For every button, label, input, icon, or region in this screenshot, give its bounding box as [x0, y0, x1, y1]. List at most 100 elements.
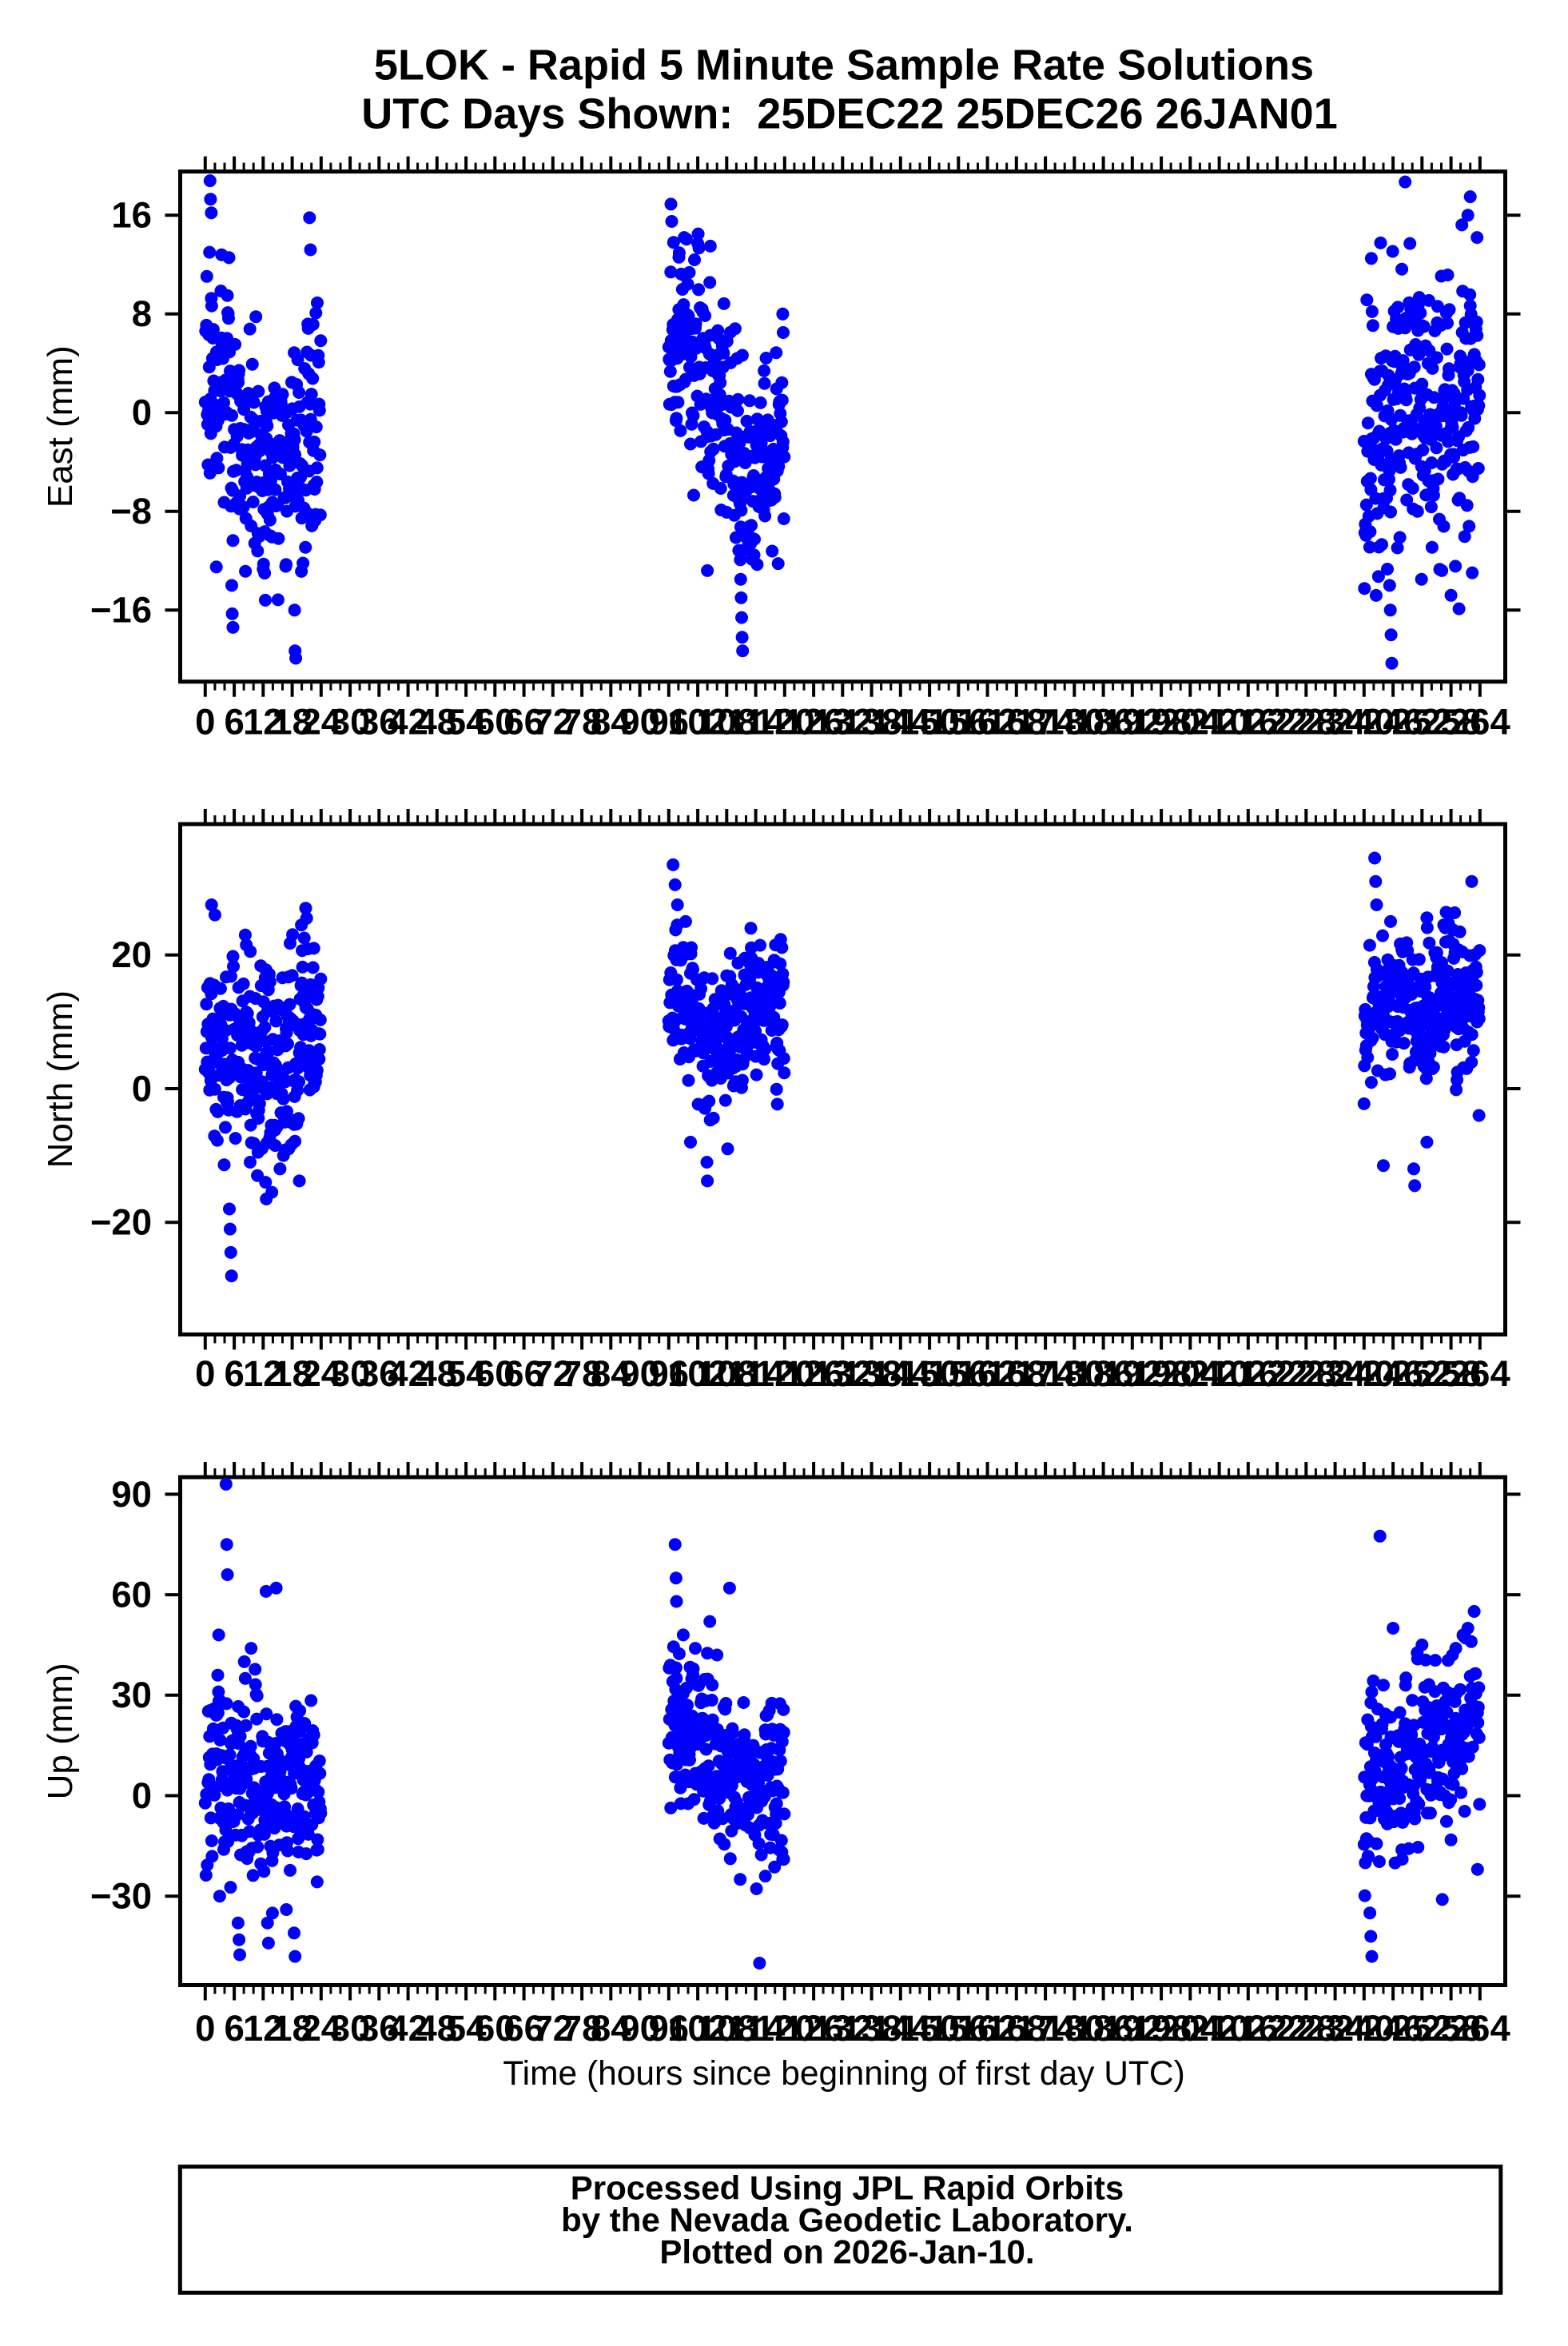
svg-text:0: 0 — [195, 1353, 215, 1394]
svg-text:114: 114 — [726, 1353, 786, 1394]
svg-text:192: 192 — [1102, 2008, 1163, 2049]
svg-text:198: 198 — [1131, 1353, 1192, 1394]
svg-text:144: 144 — [870, 2008, 932, 2049]
svg-text:6: 6 — [224, 2008, 244, 2049]
svg-text:138: 138 — [842, 1353, 902, 1394]
svg-text:120: 120 — [754, 1353, 815, 1394]
svg-text:180: 180 — [1044, 1353, 1104, 1394]
svg-text:222: 222 — [1247, 1353, 1307, 1394]
svg-text:12: 12 — [243, 1353, 284, 1394]
svg-text:246: 246 — [1363, 701, 1423, 742]
svg-text:216: 216 — [1218, 1353, 1279, 1394]
svg-text:60: 60 — [475, 1353, 515, 1394]
svg-text:54: 54 — [446, 701, 487, 742]
svg-text:216: 216 — [1218, 2008, 1279, 2049]
svg-text:0: 0 — [195, 2008, 215, 2049]
svg-text:Processed Using JPL Rapid Orbi: Processed Using JPL Rapid Orbits — [571, 2169, 1124, 2207]
svg-text:90: 90 — [619, 701, 660, 742]
svg-text:Up (mm): Up (mm) — [41, 1663, 80, 1799]
svg-text:144: 144 — [870, 701, 932, 742]
svg-text:96: 96 — [648, 701, 689, 742]
svg-text:18: 18 — [272, 701, 312, 742]
svg-text:138: 138 — [842, 701, 902, 742]
svg-text:East (mm): East (mm) — [41, 345, 80, 508]
svg-text:0: 0 — [132, 1775, 152, 1816]
svg-text:174: 174 — [1015, 701, 1077, 742]
svg-text:6: 6 — [224, 1353, 244, 1394]
svg-text:102: 102 — [667, 701, 728, 742]
svg-text:78: 78 — [562, 2008, 603, 2049]
svg-text:258: 258 — [1421, 2008, 1482, 2049]
svg-text:18: 18 — [272, 1353, 312, 1394]
svg-text:126: 126 — [783, 1353, 844, 1394]
svg-text:222: 222 — [1247, 2008, 1307, 2049]
svg-text:186: 186 — [1073, 2008, 1134, 2049]
svg-text:−20: −20 — [90, 1202, 152, 1243]
svg-text:150: 150 — [899, 1353, 960, 1394]
svg-text:264: 264 — [1450, 2008, 1511, 2049]
svg-text:240: 240 — [1334, 701, 1395, 742]
svg-text:60: 60 — [111, 1575, 152, 1615]
svg-text:156: 156 — [928, 2008, 989, 2049]
svg-text:18: 18 — [272, 2008, 312, 2049]
svg-text:168: 168 — [986, 1353, 1047, 1394]
svg-text:30: 30 — [330, 701, 371, 742]
svg-text:108: 108 — [696, 2008, 757, 2049]
svg-text:UTC Days Shown: 25DEC22 25DEC: UTC Days Shown: 25DEC22 25DEC26 26JAN01 — [361, 90, 1338, 138]
svg-text:78: 78 — [562, 1353, 603, 1394]
svg-text:174: 174 — [1015, 2008, 1077, 2049]
svg-text:252: 252 — [1391, 701, 1452, 742]
svg-text:192: 192 — [1102, 1353, 1163, 1394]
svg-text:42: 42 — [388, 701, 428, 742]
svg-text:156: 156 — [928, 1353, 989, 1394]
svg-text:180: 180 — [1044, 2008, 1104, 2049]
svg-text:66: 66 — [503, 701, 544, 742]
svg-text:96: 96 — [648, 1353, 689, 1394]
svg-text:132: 132 — [812, 2008, 873, 2049]
svg-text:234: 234 — [1305, 2008, 1367, 2049]
svg-text:222: 222 — [1247, 701, 1307, 742]
svg-text:36: 36 — [359, 1353, 400, 1394]
svg-text:258: 258 — [1421, 1353, 1482, 1394]
svg-text:−30: −30 — [90, 1876, 152, 1917]
svg-text:20: 20 — [111, 934, 152, 975]
svg-text:210: 210 — [1189, 1353, 1250, 1394]
svg-text:120: 120 — [754, 2008, 815, 2049]
svg-text:246: 246 — [1363, 2008, 1423, 2049]
svg-text:0: 0 — [132, 392, 152, 433]
svg-text:144: 144 — [870, 1353, 932, 1394]
svg-text:16: 16 — [111, 195, 152, 236]
svg-text:48: 48 — [416, 701, 457, 742]
svg-text:240: 240 — [1334, 2008, 1395, 2049]
svg-text:24: 24 — [300, 2008, 341, 2049]
svg-text:84: 84 — [591, 701, 631, 742]
svg-text:186: 186 — [1073, 701, 1134, 742]
svg-text:114: 114 — [726, 701, 786, 742]
svg-text:42: 42 — [388, 1353, 428, 1394]
svg-text:5LOK - Rapid 5 Minute Sample R: 5LOK - Rapid 5 Minute Sample Rate Soluti… — [374, 41, 1314, 89]
svg-text:108: 108 — [696, 1353, 757, 1394]
svg-text:North (mm): North (mm) — [41, 990, 80, 1168]
svg-text:30: 30 — [330, 2008, 371, 2049]
svg-text:66: 66 — [503, 2008, 544, 2049]
svg-text:120: 120 — [754, 701, 815, 742]
svg-text:240: 240 — [1334, 1353, 1395, 1394]
svg-text:by the Nevada Geodetic Laborat: by the Nevada Geodetic Laboratory. — [561, 2201, 1133, 2239]
svg-text:42: 42 — [388, 2008, 428, 2049]
svg-text:24: 24 — [300, 701, 341, 742]
svg-text:156: 156 — [928, 701, 989, 742]
svg-text:132: 132 — [812, 701, 873, 742]
svg-text:138: 138 — [842, 2008, 902, 2049]
svg-text:228: 228 — [1275, 1353, 1336, 1394]
svg-text:54: 54 — [446, 1353, 487, 1394]
svg-text:132: 132 — [812, 1353, 873, 1394]
svg-text:Plotted on 2026-Jan-10.: Plotted on 2026-Jan-10. — [659, 2233, 1034, 2271]
svg-text:204: 204 — [1160, 2008, 1221, 2049]
svg-text:126: 126 — [783, 701, 844, 742]
svg-text:162: 162 — [957, 2008, 1018, 2049]
svg-text:264: 264 — [1450, 701, 1511, 742]
svg-text:0: 0 — [195, 701, 215, 742]
svg-text:66: 66 — [503, 1353, 544, 1394]
svg-text:198: 198 — [1131, 2008, 1192, 2049]
svg-text:204: 204 — [1160, 1353, 1221, 1394]
